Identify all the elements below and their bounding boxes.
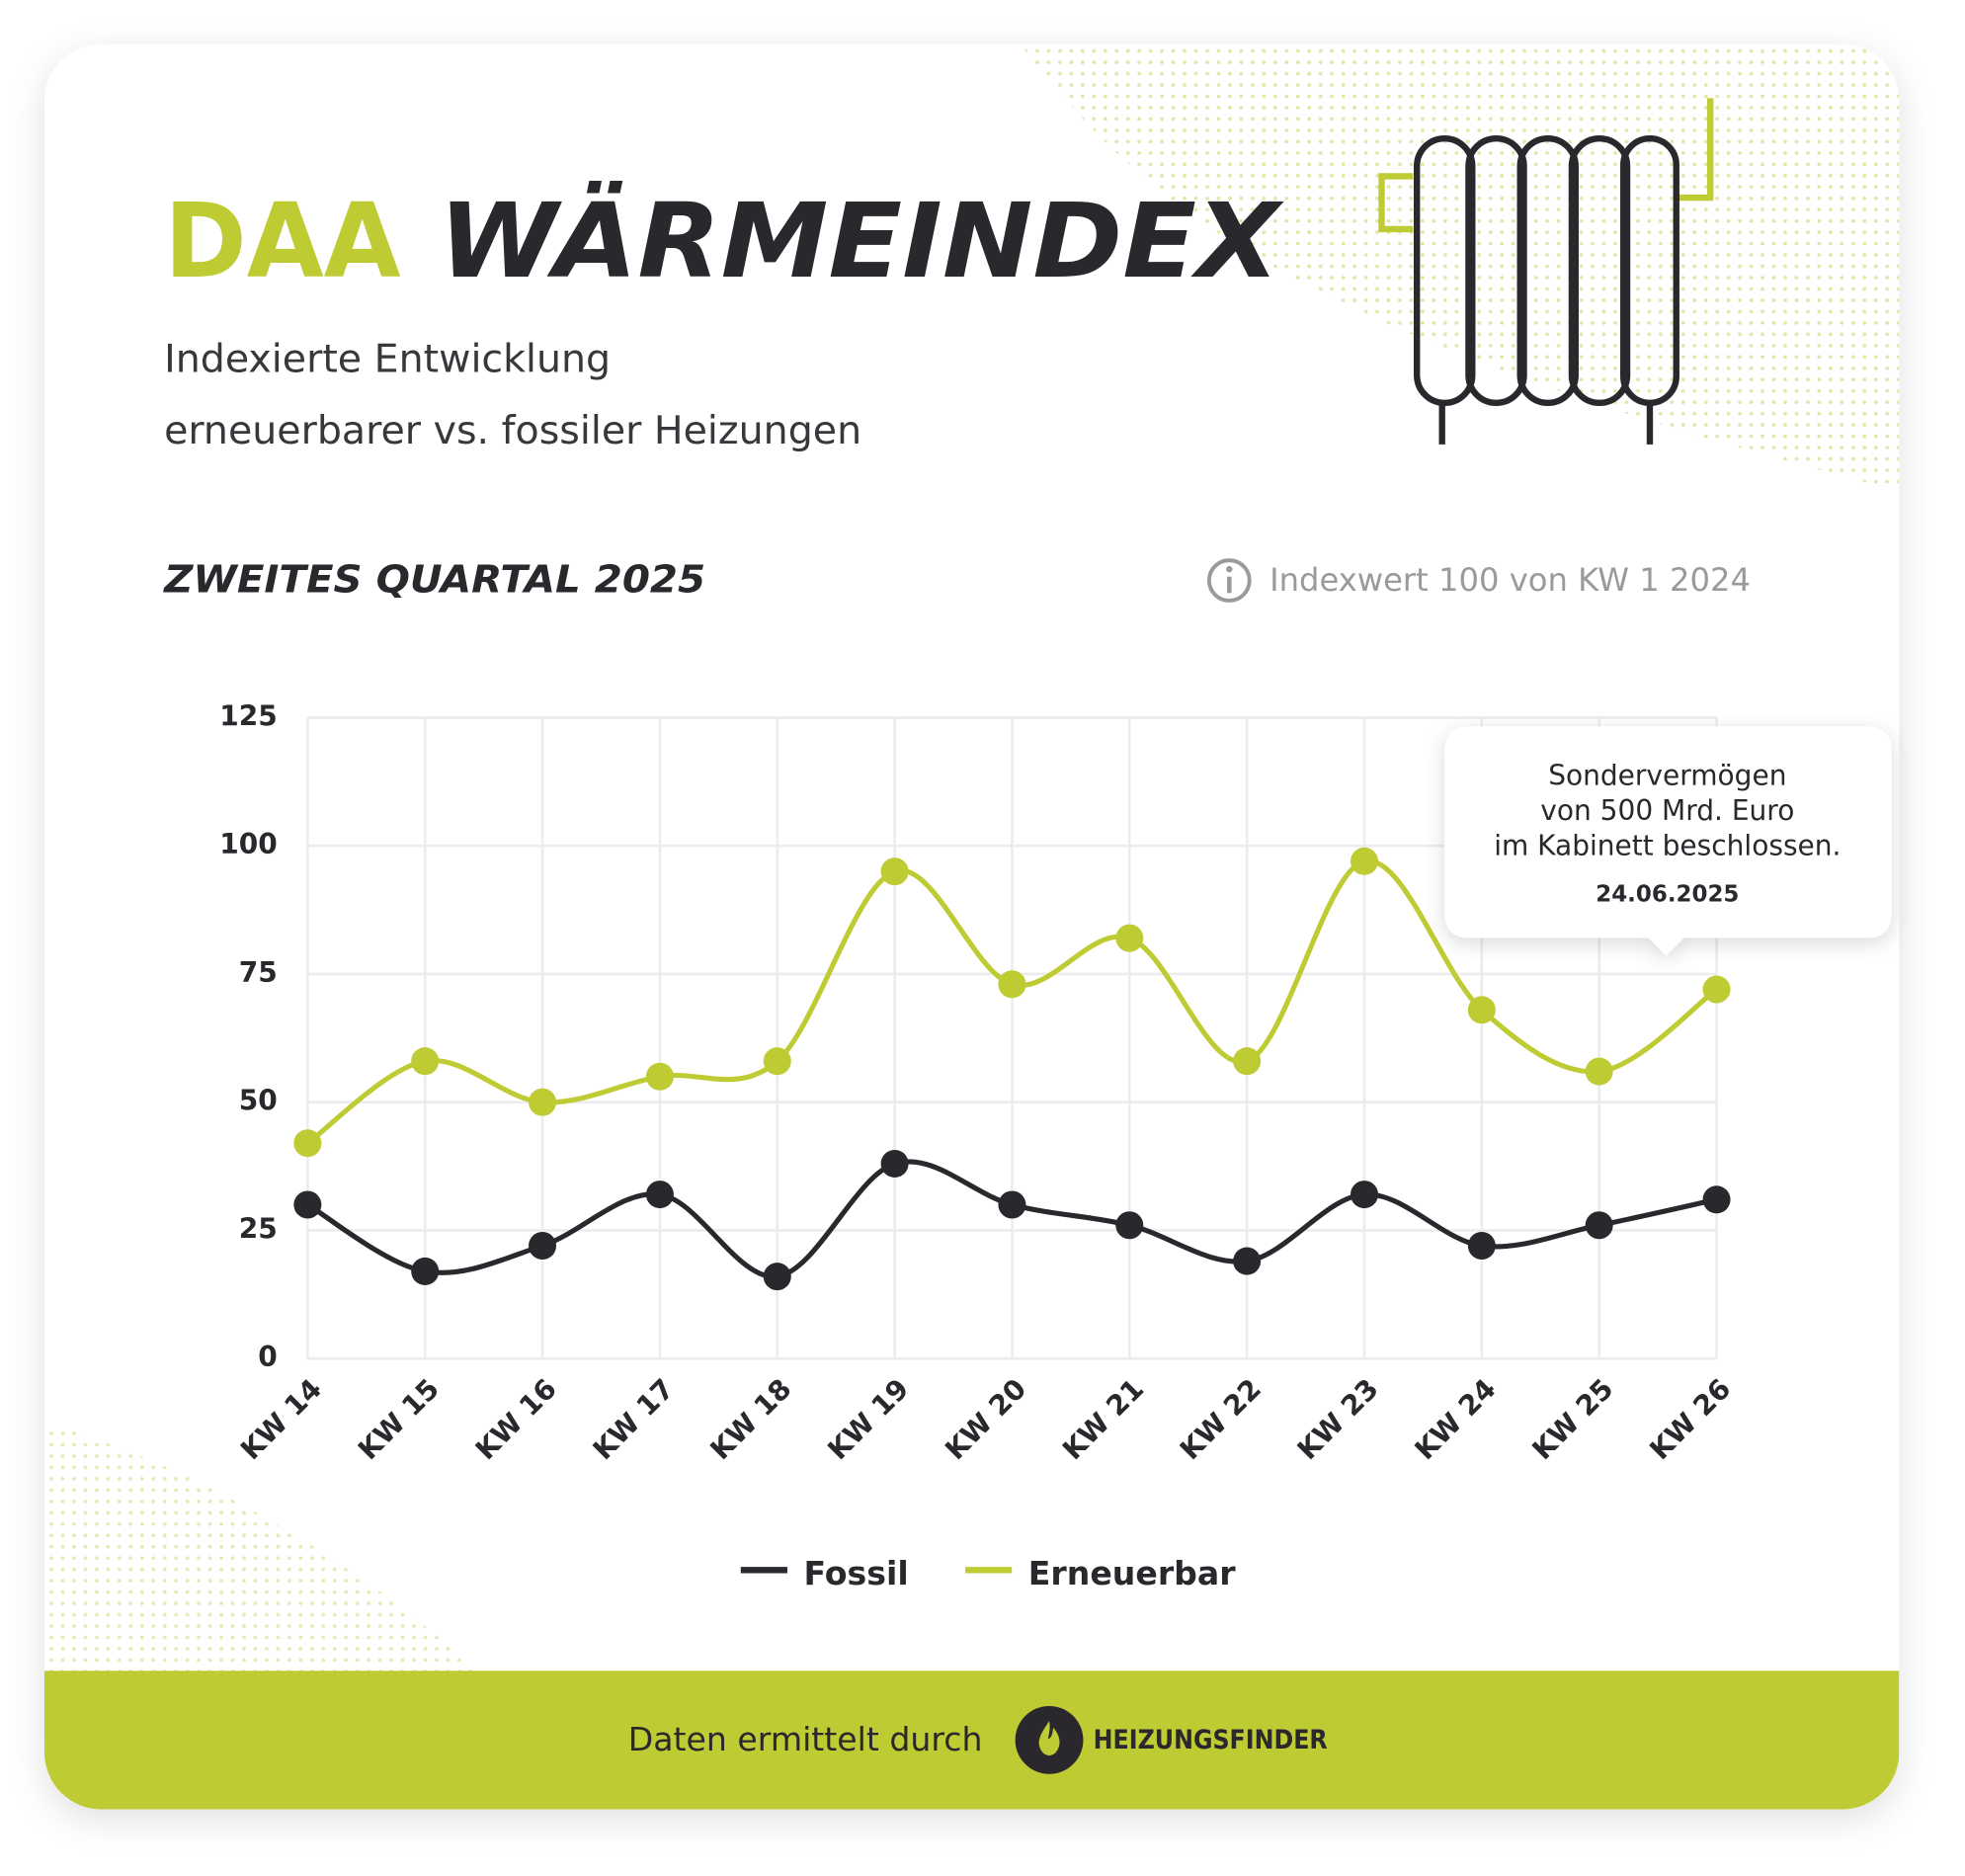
subtitle-line: Indexierte Entwicklung — [164, 336, 611, 381]
radiator-icon — [1378, 98, 1714, 445]
subtitle-line: erneuerbarer vs. fossiler Heizungen — [164, 408, 861, 453]
data-point — [763, 1263, 791, 1291]
card — [44, 43, 1900, 1810]
data-point — [1585, 1057, 1613, 1086]
data-point — [998, 970, 1026, 999]
data-point — [880, 857, 909, 886]
data-point — [1585, 1211, 1613, 1240]
data-point — [411, 1257, 440, 1285]
y-tick-label: 125 — [219, 699, 277, 732]
data-point — [763, 1047, 791, 1076]
logo: DAA — [164, 181, 401, 301]
data-point — [293, 1129, 322, 1158]
data-point — [1702, 1185, 1731, 1214]
data-point — [645, 1062, 674, 1091]
data-point — [1702, 975, 1731, 1004]
dot-pattern — [44, 1423, 479, 1675]
decoration — [44, 43, 1900, 1810]
annotation-box — [1444, 726, 1892, 956]
y-tick-label: 100 — [219, 828, 277, 860]
legend-label: Erneuerbar — [1028, 1554, 1236, 1592]
heizungsfinder-icon — [1015, 1705, 1084, 1774]
data-point — [529, 1088, 557, 1116]
annotation-text: Sondervermögen — [1548, 759, 1786, 791]
chart-note: Indexwert 100 von KW 1 2024 — [1269, 561, 1751, 599]
data-point — [1233, 1047, 1262, 1076]
data-point — [293, 1190, 322, 1219]
data-point — [1115, 1211, 1144, 1240]
data-point — [529, 1231, 557, 1261]
data-point — [1350, 1181, 1379, 1209]
data-point — [645, 1181, 674, 1209]
data-point — [998, 1190, 1026, 1219]
chart-title: ZWEITES QUARTAL 2025 — [163, 558, 705, 602]
data-point — [1233, 1247, 1262, 1275]
data-point — [1115, 924, 1144, 952]
y-tick-label: 75 — [239, 956, 278, 989]
info-icon — [1206, 558, 1252, 603]
title: WÄRMEINDEX — [439, 180, 1284, 301]
legend-label: Fossil — [804, 1554, 909, 1592]
annotation-text: von 500 Mrd. Euro — [1540, 794, 1794, 827]
data-point — [1350, 847, 1379, 875]
annotation-text: im Kabinett beschlossen. — [1494, 830, 1841, 862]
footer-band — [44, 1671, 1900, 1810]
data-point — [880, 1149, 909, 1178]
y-tick-label: 0 — [258, 1341, 278, 1373]
footer-text: Daten ermittelt durch — [628, 1720, 983, 1758]
y-tick-label: 25 — [239, 1212, 278, 1245]
footer-brand: HEIZUNGSFINDER — [1094, 1725, 1328, 1755]
annotation-date: 24.06.2025 — [1596, 882, 1739, 908]
data-point — [1467, 1231, 1496, 1261]
data-point — [411, 1047, 440, 1076]
y-tick-label: 50 — [239, 1085, 278, 1117]
data-point — [1467, 996, 1496, 1024]
dot-pattern — [1020, 43, 1900, 492]
